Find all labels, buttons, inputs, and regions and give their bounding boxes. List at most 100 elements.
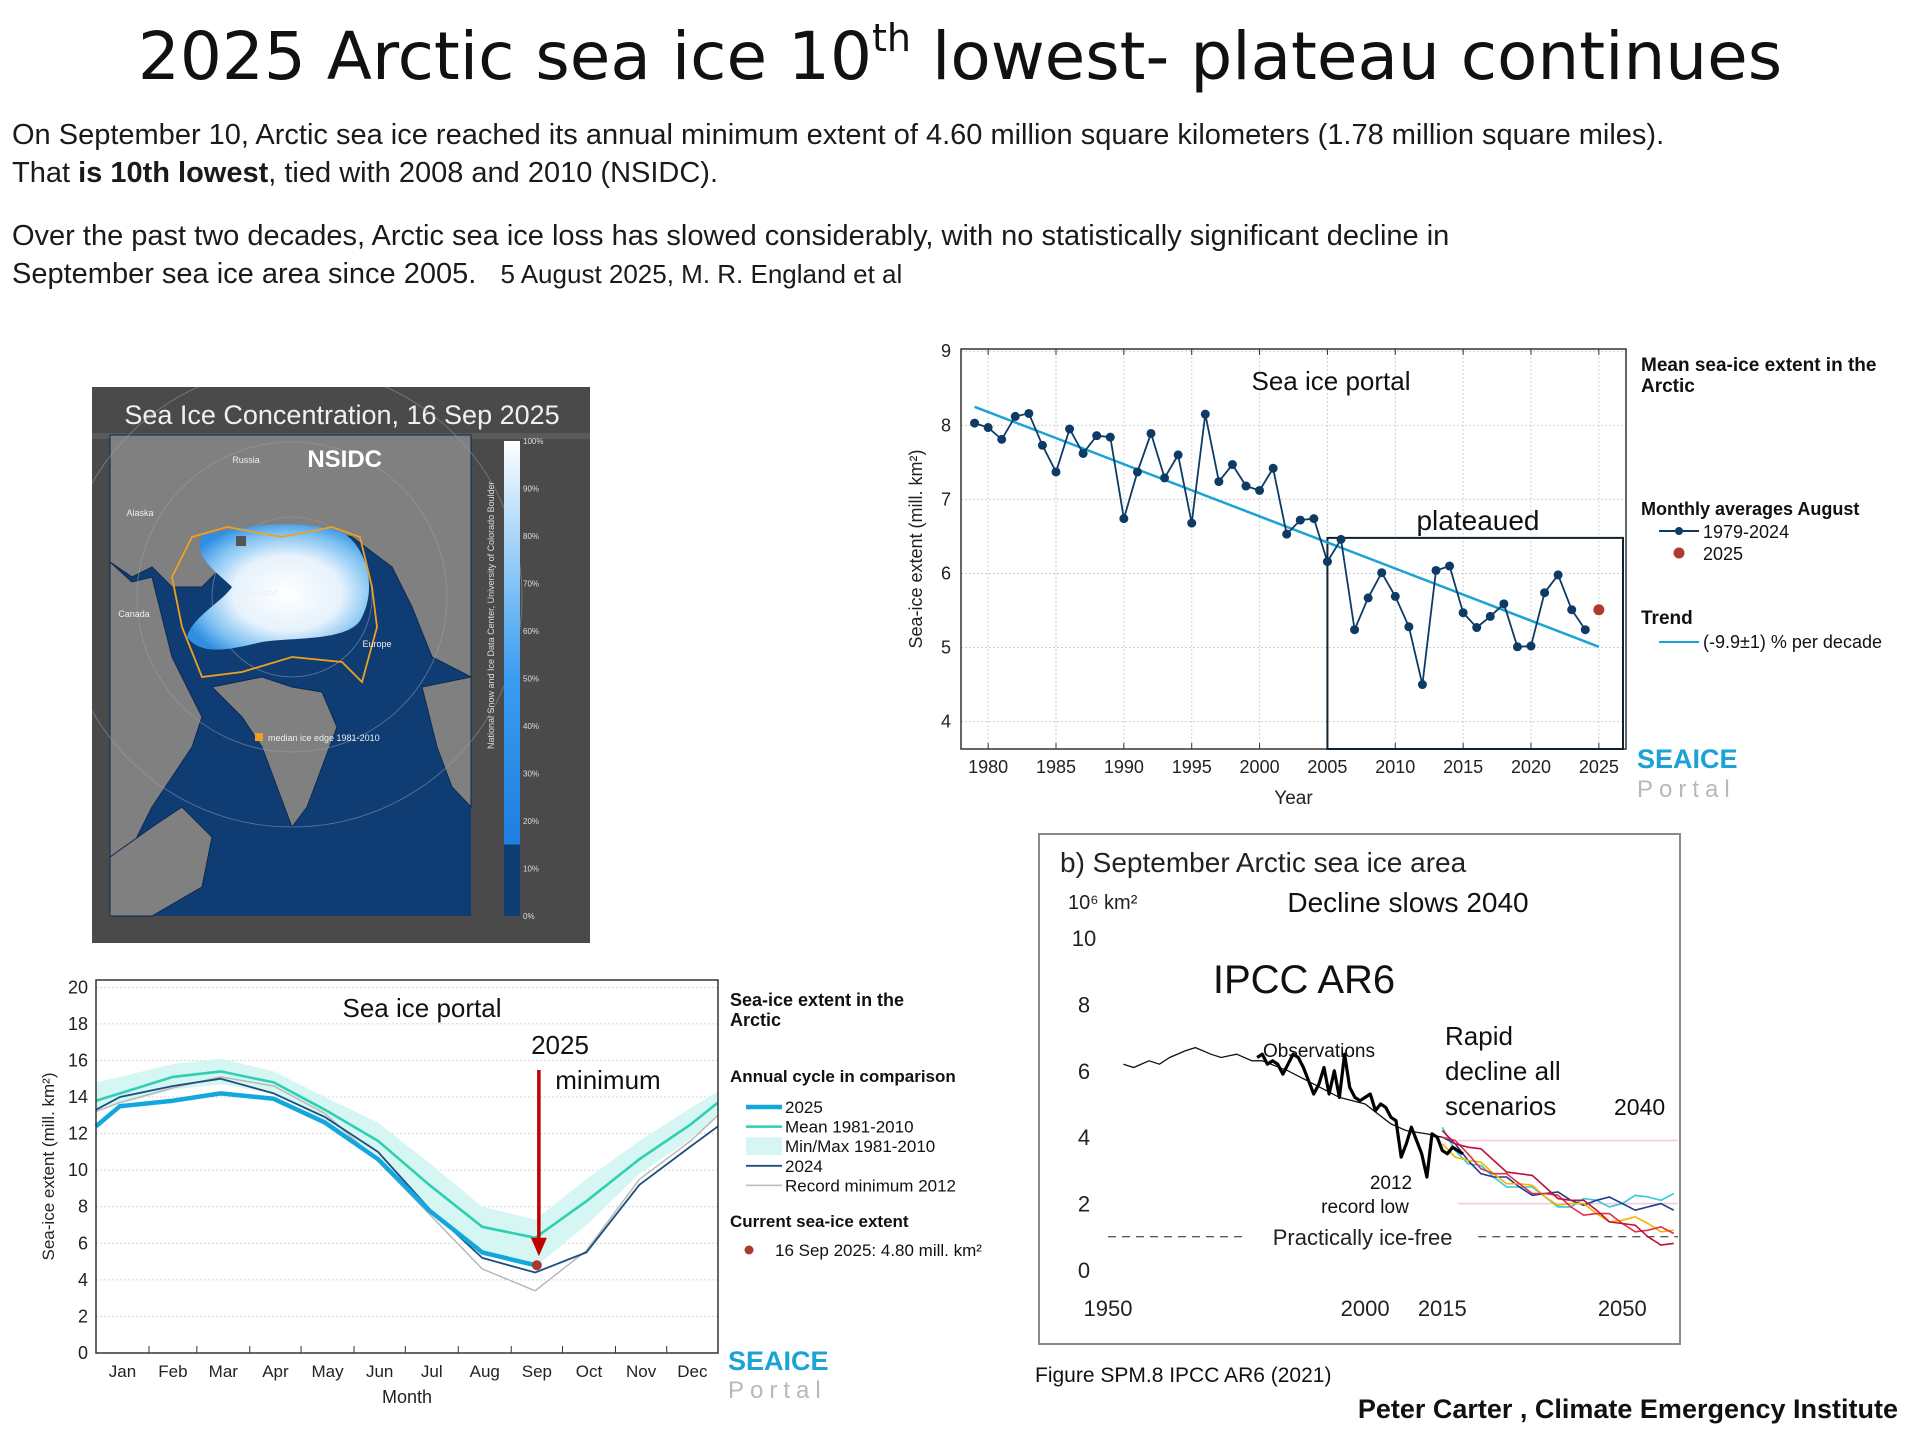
- data-point: [1567, 605, 1577, 615]
- legend-label: 2024: [785, 1157, 823, 1176]
- data-point: [1322, 557, 1332, 567]
- month-tick-label: Apr: [262, 1362, 289, 1381]
- annotation-2040: 2040: [1614, 1094, 1665, 1120]
- x-tick-label: 2010: [1375, 757, 1415, 777]
- legend-label: Record minimum 2012: [785, 1176, 956, 1195]
- data-point: [1146, 428, 1156, 438]
- y-tick-label: 8: [78, 1197, 88, 1217]
- legend-label: (-9.9±1) % per decade: [1703, 632, 1882, 652]
- data-point: [1092, 431, 1102, 441]
- median-edge-legend-swatch: [255, 733, 263, 741]
- data-point: [1173, 450, 1183, 460]
- month-tick-label: Oct: [576, 1362, 603, 1381]
- data-point: [1445, 561, 1455, 571]
- y-tick-label: 12: [68, 1124, 88, 1144]
- data-point: [1160, 473, 1170, 483]
- data-point: [1227, 460, 1237, 470]
- legend-title: Arctic: [730, 1010, 781, 1030]
- data-point: [1553, 570, 1563, 580]
- legend-title: Arctic: [1641, 376, 1695, 397]
- citation: 5 August 2025, M. R. England et al: [500, 259, 903, 289]
- data-point-2025: [1593, 604, 1605, 616]
- minmax-band: [96, 1058, 718, 1268]
- y-tick-label: 14: [68, 1087, 88, 1107]
- map-credit: National Snow and Ice Data Center, Unive…: [486, 481, 496, 749]
- map-title: Sea Ice Concentration, 16 Sep 2025: [124, 400, 559, 430]
- minimum-arrow-head: [530, 1237, 547, 1257]
- colorbar-tick-label: 50%: [523, 675, 539, 684]
- median-edge-legend-label: median ice edge 1981-2010: [268, 733, 380, 743]
- y-tick-label: 16: [68, 1050, 88, 1070]
- data-point: [1377, 568, 1387, 578]
- data-point: [1119, 514, 1129, 524]
- month-tick-label: Feb: [158, 1362, 187, 1381]
- y-tick-label: 7: [941, 489, 951, 509]
- page-title: 2025 Arctic sea ice 10th lowest- plateau…: [0, 16, 1920, 95]
- paragraph-line: Over the past two decades, Arctic sea ic…: [12, 220, 1450, 252]
- annotation-rapid-decline: Rapid: [1445, 1021, 1513, 1051]
- data-point: [1010, 411, 1020, 421]
- map-label-canada: Canada: [118, 609, 150, 619]
- annotation-observations: Observations: [1263, 1041, 1375, 1062]
- data-point: [1485, 611, 1495, 621]
- data-point: [1431, 565, 1441, 575]
- data-point: [1282, 529, 1292, 539]
- plot-frame: [960, 348, 1627, 750]
- land-canada-south: [109, 806, 213, 917]
- x-tick-label: 1995: [1172, 757, 1212, 777]
- y-tick-label: 6: [1078, 1059, 1090, 1084]
- colorbar-tick-label: 20%: [523, 817, 539, 826]
- month-tick-label: May: [311, 1362, 344, 1381]
- data-point: [1255, 485, 1265, 495]
- map-label-alaska: Alaska: [126, 508, 153, 518]
- x-tick-label: 2015: [1443, 757, 1483, 777]
- y-tick-label: 18: [68, 1014, 88, 1034]
- colorbar-tick-label: 40%: [523, 722, 539, 731]
- data-point: [1187, 518, 1197, 528]
- y-tick-label: 10: [68, 1160, 88, 1180]
- nsidc-watermark: NSIDC: [307, 446, 382, 473]
- legend-swatch-marker: [1675, 527, 1683, 535]
- scenario-line: [1441, 1126, 1675, 1208]
- data-point: [970, 418, 980, 428]
- y-axis-label: Sea-ice extent (mill. km²): [906, 449, 926, 648]
- data-point: [1078, 448, 1088, 458]
- data-point: [1336, 534, 1346, 544]
- plateau-box: [1326, 536, 1624, 750]
- legend-group-title: Monthly averages August: [1641, 499, 1859, 519]
- annotation-2012: 2012: [1370, 1173, 1412, 1194]
- legend-label: 2025: [1703, 544, 1743, 564]
- y-tick-label: 8: [941, 415, 951, 435]
- paragraph-nsidc: On September 10, Arctic sea ice reached …: [12, 116, 1664, 192]
- legend-label: 2025: [785, 1098, 823, 1117]
- month-tick-label: Dec: [677, 1362, 708, 1381]
- x-tick-label: 2020: [1511, 757, 1551, 777]
- y-tick-label: 8: [1078, 992, 1090, 1017]
- legend-label: 1979-2024: [1703, 522, 1789, 542]
- annotation-2025: 2025: [531, 1030, 589, 1060]
- map-label-europe: Europe: [362, 639, 391, 649]
- legend-group-title: Annual cycle in comparison: [730, 1067, 956, 1086]
- seaice-logo: SEAICE: [1637, 744, 1738, 774]
- data-point: [1526, 641, 1536, 651]
- month-tick-label: Nov: [626, 1362, 657, 1381]
- data-point: [1295, 515, 1305, 525]
- current-extent-label: 16 Sep 2025: 4.80 mill. km²: [775, 1241, 982, 1260]
- map-label-russia: Russia: [232, 455, 260, 465]
- latitude-circle: [92, 387, 523, 828]
- month-tick-label: Jun: [366, 1362, 393, 1381]
- legend-swatch: [746, 1137, 782, 1156]
- paragraph-line: On September 10, Arctic sea ice reached …: [12, 119, 1665, 151]
- data-point: [1309, 514, 1319, 524]
- data-point: [1350, 625, 1360, 635]
- series-line-2025: [94, 1091, 536, 1268]
- portal-logo: Portal: [1637, 776, 1736, 803]
- legend-title: Sea-ice extent in the: [730, 990, 904, 1010]
- y-tick-label: 0: [1078, 1258, 1090, 1283]
- data-point: [1458, 608, 1468, 618]
- data-point: [1404, 622, 1414, 632]
- colorbar-tick-label: 90%: [523, 485, 539, 494]
- colorbar-tick-label: 10%: [523, 865, 539, 874]
- x-tick-label: 2025: [1579, 757, 1619, 777]
- scenario-line: [1441, 1143, 1674, 1233]
